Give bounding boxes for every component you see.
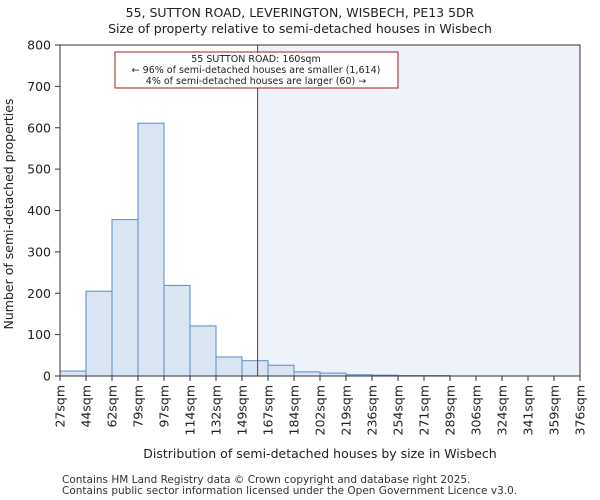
x-tick-label: 254sqm xyxy=(391,385,406,435)
chart-title: 55, SUTTON ROAD, LEVERINGTON, WISBECH, P… xyxy=(126,5,475,20)
larger-than-property-region xyxy=(257,45,580,376)
annotation-line-smaller: ← 96% of semi-detached houses are smalle… xyxy=(132,65,381,76)
y-tick-label: 700 xyxy=(27,79,51,94)
x-tick-label: 114sqm xyxy=(183,385,198,435)
x-tick-label: 62sqm xyxy=(105,385,120,428)
x-tick-label: 79sqm xyxy=(131,385,146,428)
y-tick-label: 800 xyxy=(27,38,51,53)
y-tick-label: 400 xyxy=(27,203,51,218)
y-axis-title: Number of semi-detached properties xyxy=(1,99,16,330)
x-axis-title: Distribution of semi-detached houses by … xyxy=(143,446,496,461)
histogram-bar xyxy=(215,356,243,377)
x-tick-label: 167sqm xyxy=(261,385,276,435)
x-tick-label: 202sqm xyxy=(313,385,328,435)
footer-licence: Contains public sector information licen… xyxy=(62,485,518,497)
y-tick-label: 300 xyxy=(27,244,51,259)
histogram-bar xyxy=(163,284,191,377)
x-tick-label: 184sqm xyxy=(287,385,302,435)
y-tick-label: 0 xyxy=(43,369,51,384)
x-tick-label: 219sqm xyxy=(339,385,354,435)
x-tick-label: 324sqm xyxy=(495,385,510,435)
x-tick-label: 341sqm xyxy=(521,385,536,435)
x-tick-label: 236sqm xyxy=(365,385,380,435)
histogram-bar xyxy=(189,325,217,377)
histogram-bar xyxy=(293,371,321,377)
x-tick-label: 376sqm xyxy=(573,385,588,435)
y-tick-label: 500 xyxy=(27,162,51,177)
x-tick-label: 44sqm xyxy=(79,385,94,428)
histogram-bar xyxy=(85,290,113,377)
x-tick-label: 149sqm xyxy=(235,385,250,435)
footer-copyright: Contains HM Land Registry data © Crown c… xyxy=(62,474,471,486)
x-tick-label: 97sqm xyxy=(157,385,172,428)
x-tick-label: 359sqm xyxy=(547,385,562,435)
y-axis-ticks: 0 100 200 300 400 500 600 700 800 xyxy=(27,38,60,384)
histogram-bar xyxy=(267,364,295,377)
x-tick-label: 289sqm xyxy=(443,385,458,435)
annotation-line-property: 55 SUTTON ROAD: 160sqm xyxy=(191,54,320,65)
x-tick-label: 271sqm xyxy=(417,385,432,435)
x-axis-ticks: 27sqm 44sqm 62sqm 79sqm 97sqm 114sqm 132sqm 149… xyxy=(53,376,588,435)
annotation-line-larger: 4% of semi-detached houses are larger (6… xyxy=(146,76,366,87)
histogram-bar xyxy=(59,370,87,377)
bars-group xyxy=(59,122,451,377)
x-tick-label: 306sqm xyxy=(469,385,484,435)
y-tick-label: 100 xyxy=(27,327,51,342)
histogram-bar xyxy=(111,219,139,377)
x-tick-label: 132sqm xyxy=(209,385,224,435)
property-annotation: 55 SUTTON ROAD: 160sqm ← 96% of semi-det… xyxy=(114,51,399,89)
y-tick-label: 200 xyxy=(27,286,51,301)
y-tick-label: 600 xyxy=(27,120,51,135)
chart-subtitle: Size of property relative to semi-detach… xyxy=(108,21,492,36)
histogram-bar xyxy=(241,360,269,377)
annotation-box-frame xyxy=(114,51,399,89)
x-tick-label: 27sqm xyxy=(53,385,68,428)
histogram-bar xyxy=(137,122,165,377)
